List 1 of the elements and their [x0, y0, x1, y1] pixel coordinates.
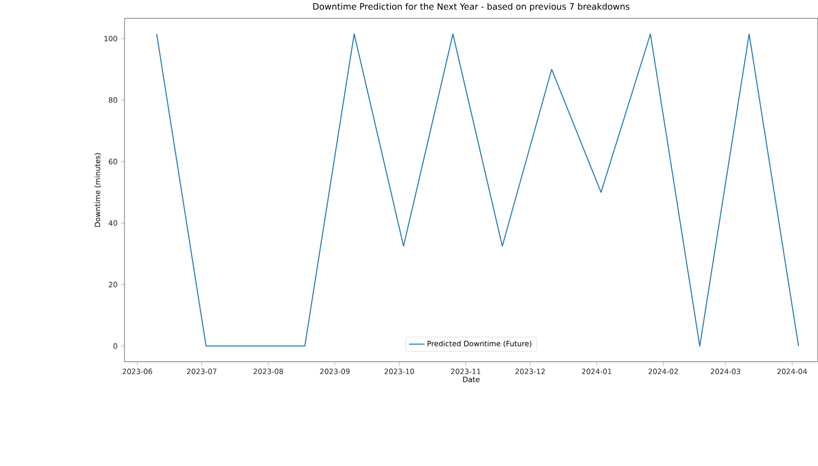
chart-title: Downtime Prediction for the Next Year - based on previous 7 breakdowns [313, 2, 630, 12]
